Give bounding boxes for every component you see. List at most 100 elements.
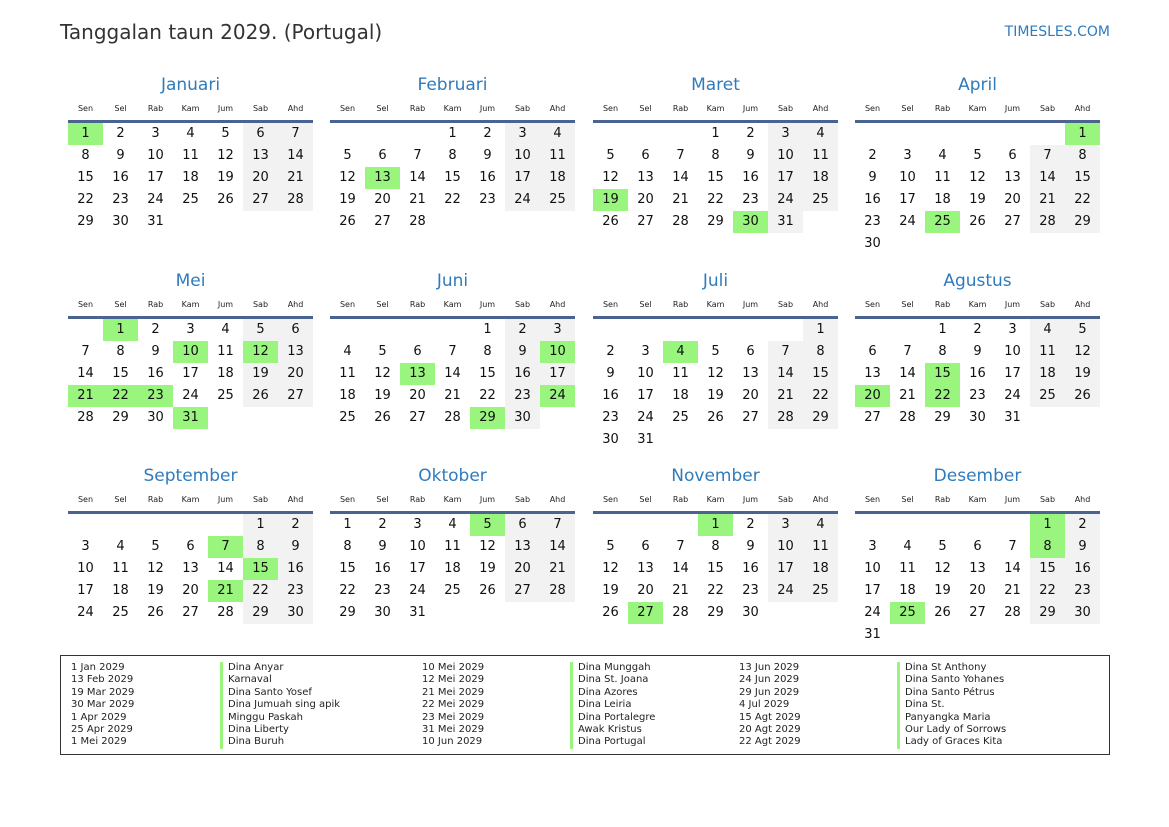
weekday-name: Rab — [672, 104, 689, 113]
day-cell: 20 — [742, 388, 759, 403]
day-cell: 10 — [147, 148, 164, 163]
month-maret: Maret Sen Sel Rab Kam Jum Sab Ahd 1 2 3 4 5 6 7 8 9 10 11 1… — [593, 72, 838, 233]
month-september: September Sen Sel Rab Kam Jum Sab Ahd 1 2 3 4 5 6 7 8 9 1… — [68, 463, 313, 624]
month-title: Maret — [691, 75, 740, 95]
day-cell: 9 — [973, 344, 982, 359]
holiday-day: 13 — [400, 363, 435, 385]
legend-date: 24 Jun 2029 — [739, 674, 800, 686]
day-cell: 18 — [339, 388, 356, 403]
day-cell: 25 — [217, 388, 234, 403]
day-cell: 2 — [606, 344, 615, 359]
legend-date: 1 Mei 2029 — [71, 736, 127, 748]
day-cell: 5 — [378, 344, 387, 359]
day-cell: 17 — [409, 561, 426, 576]
day-cell: 22 — [479, 388, 496, 403]
day-cell: 19 — [707, 388, 724, 403]
day-cell: 2 — [378, 517, 387, 532]
weekday-name: Sen — [77, 104, 94, 113]
weekday-name: Sen — [339, 104, 356, 113]
weekday-name: Sen — [602, 300, 619, 309]
empty-cell — [330, 319, 365, 341]
day-cell: 4 — [540, 123, 575, 145]
day-cell: 3 — [768, 514, 803, 536]
day-cell: 9 — [278, 536, 313, 558]
day-cell: 12 — [217, 148, 234, 163]
day-grid: 1 2 3 4 5 6 7 8 9 10 11 12 13 14 15 16 17 18 19 20 21 22 23 24 2… — [68, 319, 313, 429]
day-cell: 25 — [444, 583, 461, 598]
day-cell: 20 — [637, 583, 654, 598]
month-november: November Sen Sel Rab Kam Jum Sab Ahd 1 2 3 4 5 6 7 8 9 10… — [593, 463, 838, 624]
day-cell: 4 — [343, 344, 352, 359]
month-desember: Desember Sen Sel Rab Kam Jum Sab Ahd 1 2 3 4 5 6 7 8 9 10… — [855, 463, 1100, 646]
weekday-name: Rab — [672, 495, 689, 504]
day-cell: 16 — [742, 170, 759, 185]
day-cell: 2 — [278, 514, 313, 536]
day-cell: 12 — [934, 561, 951, 576]
day-cell: 10 — [899, 170, 916, 185]
empty-cell — [1030, 123, 1065, 145]
weekday-header: Sen Sel Rab Kam Jum Sab Ahd — [593, 489, 838, 514]
day-cell: 10 — [637, 366, 654, 381]
day-cell: 12 — [147, 561, 164, 576]
weekday-name: Ahd — [812, 495, 829, 504]
day-cell: 28 — [278, 189, 313, 211]
day-cell: 6 — [868, 344, 877, 359]
weekday-name: Jum — [742, 495, 759, 504]
day-cell: 7 — [81, 344, 90, 359]
day-cell: 21 — [1004, 583, 1021, 598]
weekday-header: Sen Sel Rab Kam Jum Sab Ahd — [68, 294, 313, 319]
day-cell: 24 — [899, 214, 916, 229]
day-cell: 9 — [746, 148, 755, 163]
day-cell: 11 — [112, 561, 129, 576]
day-cell: 8 — [343, 539, 352, 554]
day-cell: 5 — [151, 539, 160, 554]
legend-date: 1 Apr 2029 — [71, 711, 127, 723]
day-cell: 19 — [1065, 363, 1100, 385]
empty-cell — [208, 514, 243, 536]
weekday-name: Kam — [181, 104, 200, 113]
legend-holiday-name: Minggu Paskah — [220, 711, 340, 725]
day-cell: 7 — [676, 539, 685, 554]
day-cell: 19 — [243, 363, 278, 385]
day-cell: 24 — [409, 583, 426, 598]
day-cell: 7 — [1030, 145, 1065, 167]
month-title: Oktober — [418, 466, 487, 486]
day-cell: 4 — [448, 517, 457, 532]
empty-cell — [768, 319, 803, 341]
day-cell: 18 — [803, 558, 838, 580]
holiday-day: 13 — [365, 167, 400, 189]
empty-cell — [960, 514, 995, 536]
day-cell: 13 — [1004, 170, 1021, 185]
weekday-name: Sen — [602, 104, 619, 113]
weekday-name: Jum — [742, 300, 759, 309]
day-cell: 24 — [864, 605, 881, 620]
day-cell: 21 — [409, 192, 426, 207]
day-cell: 5 — [243, 319, 278, 341]
day-cell: 11 — [217, 344, 234, 359]
day-cell: 4 — [803, 514, 838, 536]
day-cell: 14 — [1030, 167, 1065, 189]
day-cell: 28 — [217, 605, 234, 620]
day-cell: 16 — [374, 561, 391, 576]
day-cell: 29 — [803, 407, 838, 429]
empty-cell — [925, 514, 960, 536]
day-cell: 10 — [864, 561, 881, 576]
day-cell: 24 — [1004, 388, 1021, 403]
day-cell: 13 — [637, 561, 654, 576]
holiday-day: 4 — [663, 341, 698, 363]
weekday-name: Sel — [639, 104, 652, 113]
day-cell: 8 — [81, 148, 90, 163]
day-cell: 18 — [217, 366, 234, 381]
day-cell: 4 — [186, 126, 195, 141]
day-cell: 6 — [641, 148, 650, 163]
day-cell: 2 — [483, 126, 492, 141]
weekday-name: Sen — [339, 300, 356, 309]
day-cell: 20 — [637, 192, 654, 207]
brand-link[interactable]: TIMESLES.COM — [1004, 24, 1110, 40]
day-cell: 20 — [374, 192, 391, 207]
day-cell: 6 — [278, 319, 313, 341]
month-title: Januari — [160, 75, 221, 95]
weekday-name: Jum — [1004, 104, 1021, 113]
day-cell: 25 — [803, 189, 838, 211]
day-cell: 31 — [1004, 410, 1021, 425]
